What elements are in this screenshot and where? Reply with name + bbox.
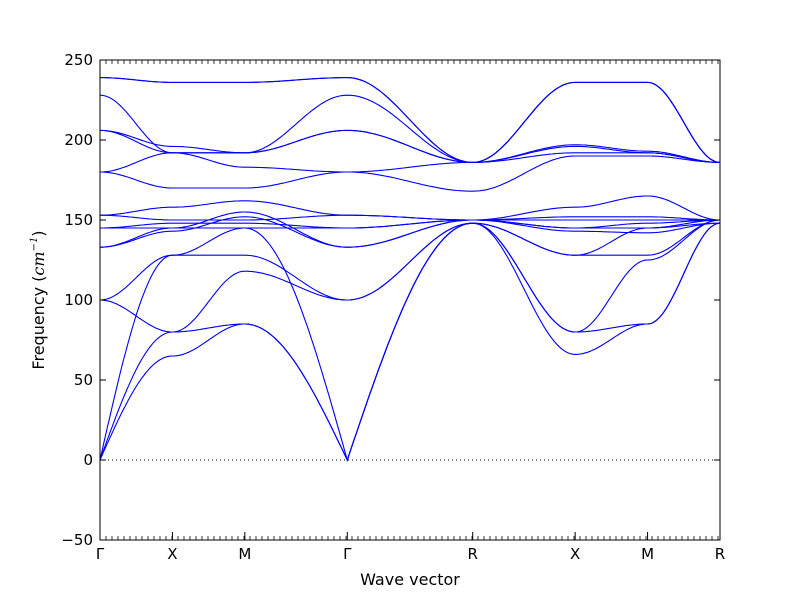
x-tick-label: X bbox=[167, 545, 177, 563]
band-line bbox=[99, 222, 720, 462]
x-tick-label: X bbox=[570, 545, 580, 563]
band-line bbox=[100, 216, 720, 248]
y-tick-label: −50 bbox=[61, 531, 93, 549]
x-tick-label: R bbox=[468, 545, 478, 563]
x-tick-label: M bbox=[641, 545, 654, 563]
y-tick-label: 100 bbox=[64, 291, 93, 309]
plot-frame bbox=[99, 59, 721, 541]
band-line bbox=[100, 129, 720, 163]
y-tick-label: 200 bbox=[64, 131, 93, 149]
y-tick-label: 250 bbox=[64, 51, 93, 69]
y-axis-label-close: ) bbox=[29, 230, 48, 236]
band-line bbox=[99, 219, 721, 301]
band-line bbox=[100, 219, 721, 333]
y-axis-label: Frequency (cm−1) bbox=[29, 230, 48, 369]
y-tick-label: 0 bbox=[83, 451, 93, 469]
x-tick-label: Γ bbox=[343, 545, 352, 563]
band-line bbox=[100, 219, 720, 229]
band-line bbox=[99, 222, 721, 462]
y-tick-label: 50 bbox=[74, 371, 93, 389]
x-axis-label: Wave vector bbox=[360, 570, 460, 589]
y-axis-label-main: Frequency ( bbox=[29, 276, 48, 370]
y-tick-label: 150 bbox=[64, 211, 93, 229]
band-line bbox=[100, 195, 720, 221]
x-tick-label: M bbox=[238, 545, 251, 563]
y-axis-label-unit: cm bbox=[29, 251, 48, 275]
ticks-layer: −50 0 50 100 150 200 250 Γ X M Γ R X M R bbox=[61, 51, 725, 563]
band-line bbox=[100, 77, 721, 163]
band-line bbox=[100, 155, 720, 192]
band-line bbox=[99, 222, 721, 462]
x-tick-label: Γ bbox=[96, 545, 105, 563]
x-tick-label: R bbox=[715, 545, 725, 563]
band-line bbox=[100, 211, 720, 248]
y-axis-label-exp: −1 bbox=[29, 237, 40, 252]
bands-layer bbox=[99, 77, 721, 462]
